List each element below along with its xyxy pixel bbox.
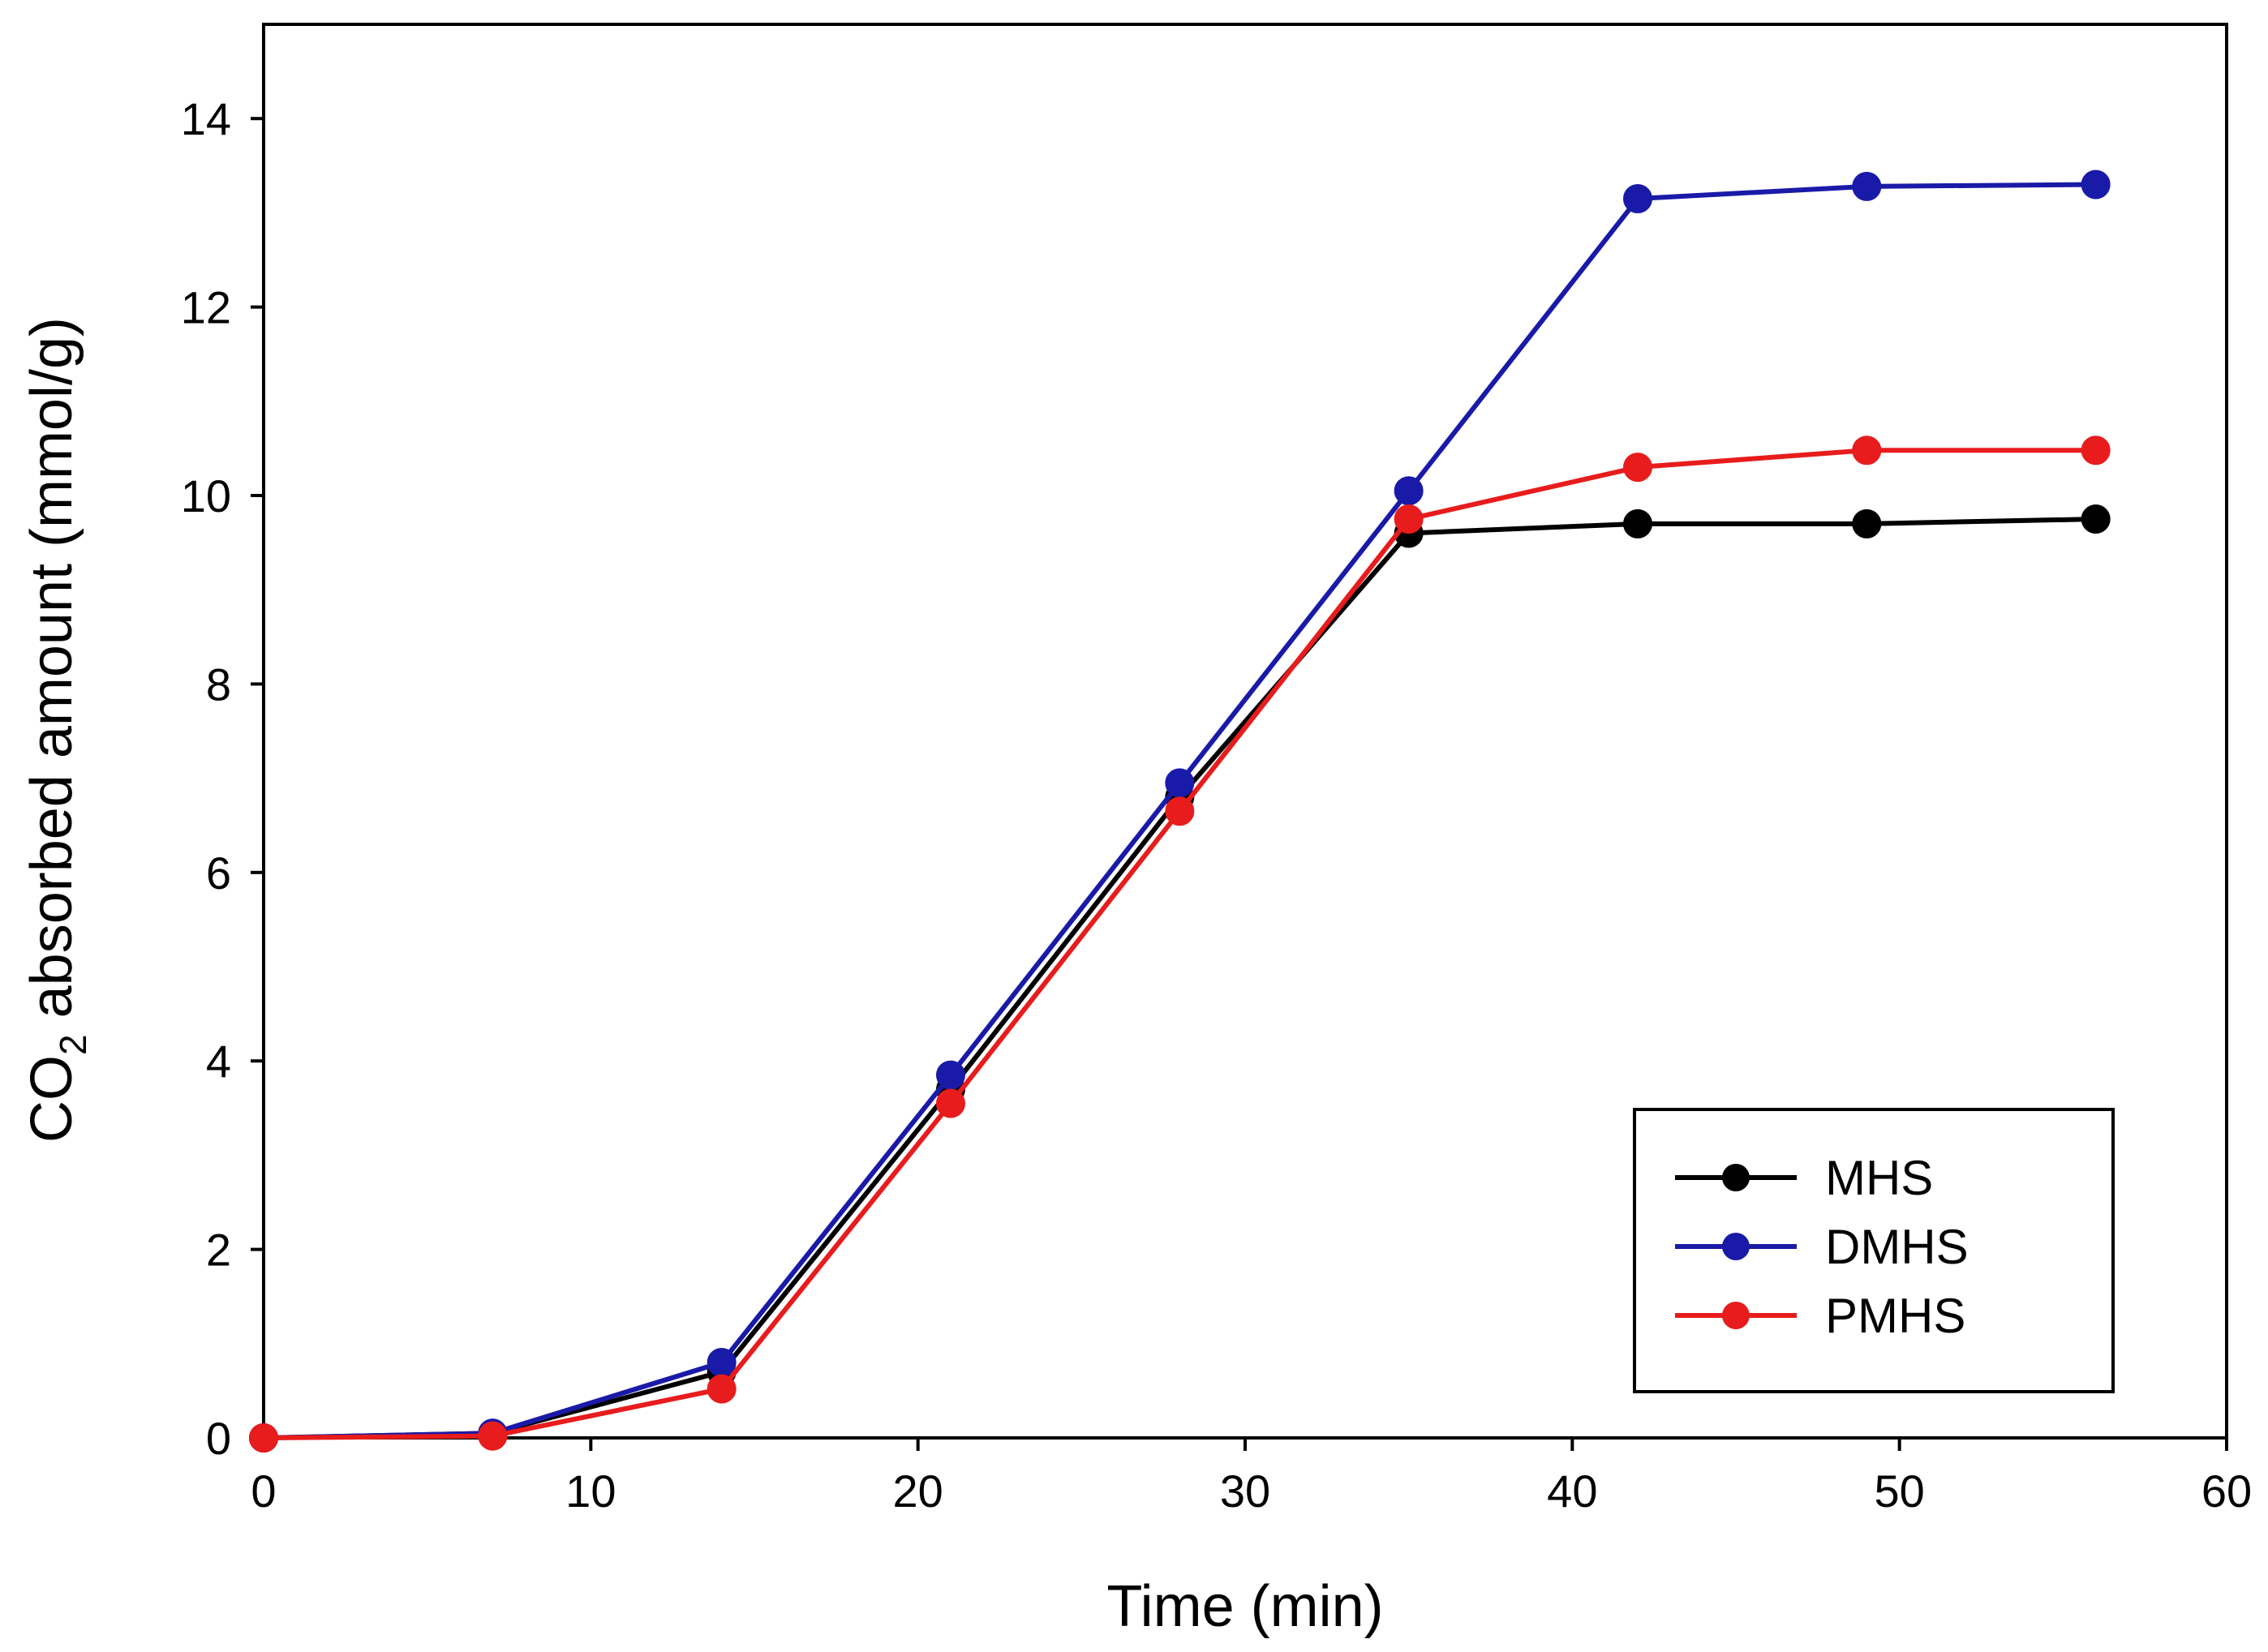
data-point-dmhs <box>936 1060 965 1090</box>
data-point-pmhs <box>2081 436 2111 466</box>
x-axis: 0 10 20 30 40 50 60 <box>251 1438 2252 1517</box>
y-tick-label: 14 <box>181 93 231 144</box>
data-point-pmhs <box>936 1088 965 1118</box>
data-point-pmhs <box>1852 436 1882 466</box>
legend-label: MHS <box>1825 1151 1933 1205</box>
x-tick-label: 40 <box>1547 1465 1597 1517</box>
x-tick-label: 30 <box>1220 1465 1270 1517</box>
legend-swatch-marker <box>1722 1302 1750 1329</box>
data-point-dmhs <box>707 1348 737 1378</box>
data-point-dmhs <box>2081 169 2111 200</box>
data-point-dmhs <box>1852 171 1882 201</box>
legend-swatch-marker <box>1722 1233 1750 1260</box>
legend-swatch-marker <box>1722 1164 1750 1191</box>
x-tick-label: 20 <box>893 1465 943 1517</box>
y-axis-title-rest: absorbed amount (mmol/g) <box>19 317 84 1034</box>
x-axis-title: Time (min) <box>1106 1574 1383 1639</box>
legend-label: DMHS <box>1825 1220 1969 1274</box>
y-tick-label: 10 <box>181 470 231 521</box>
data-point-mhs <box>1623 508 1652 539</box>
x-tick-label: 10 <box>565 1465 616 1517</box>
x-tick-label: 50 <box>1875 1465 1925 1517</box>
legend-label: PMHS <box>1825 1289 1965 1343</box>
data-point-dmhs <box>1623 183 1652 213</box>
y-axis: 0 2 4 6 8 10 12 14 <box>181 93 264 1464</box>
y-tick-label: 8 <box>206 659 231 710</box>
y-axis-title-main: CO <box>19 1055 84 1143</box>
data-point-pmhs <box>1394 504 1424 534</box>
series-pmhs <box>249 436 2111 1452</box>
data-point-pmhs <box>249 1423 278 1452</box>
data-point-pmhs <box>1623 453 1652 483</box>
data-point-mhs <box>2081 504 2111 534</box>
legend: MHS DMHS PMHS <box>1633 1108 2115 1393</box>
data-point-pmhs <box>1165 796 1195 826</box>
x-tick-label: 0 <box>251 1465 276 1517</box>
data-point-dmhs <box>1394 476 1424 506</box>
y-tick-label: 0 <box>206 1413 231 1464</box>
data-point-mhs <box>1852 508 1882 539</box>
data-point-pmhs <box>478 1421 508 1451</box>
series-layer <box>249 169 2111 1452</box>
data-point-pmhs <box>707 1374 737 1404</box>
y-axis-title: CO2 absorbed amount (mmol/g) <box>19 317 94 1143</box>
data-point-dmhs <box>1165 768 1195 798</box>
y-tick-label: 4 <box>206 1036 231 1087</box>
y-tick-label: 12 <box>181 282 231 333</box>
x-tick-label: 60 <box>2201 1465 2252 1517</box>
y-axis-title-subscript: 2 <box>52 1034 94 1055</box>
y-tick-label: 6 <box>206 847 231 899</box>
legend-box <box>1633 1108 2115 1393</box>
y-tick-label: 2 <box>206 1225 231 1276</box>
